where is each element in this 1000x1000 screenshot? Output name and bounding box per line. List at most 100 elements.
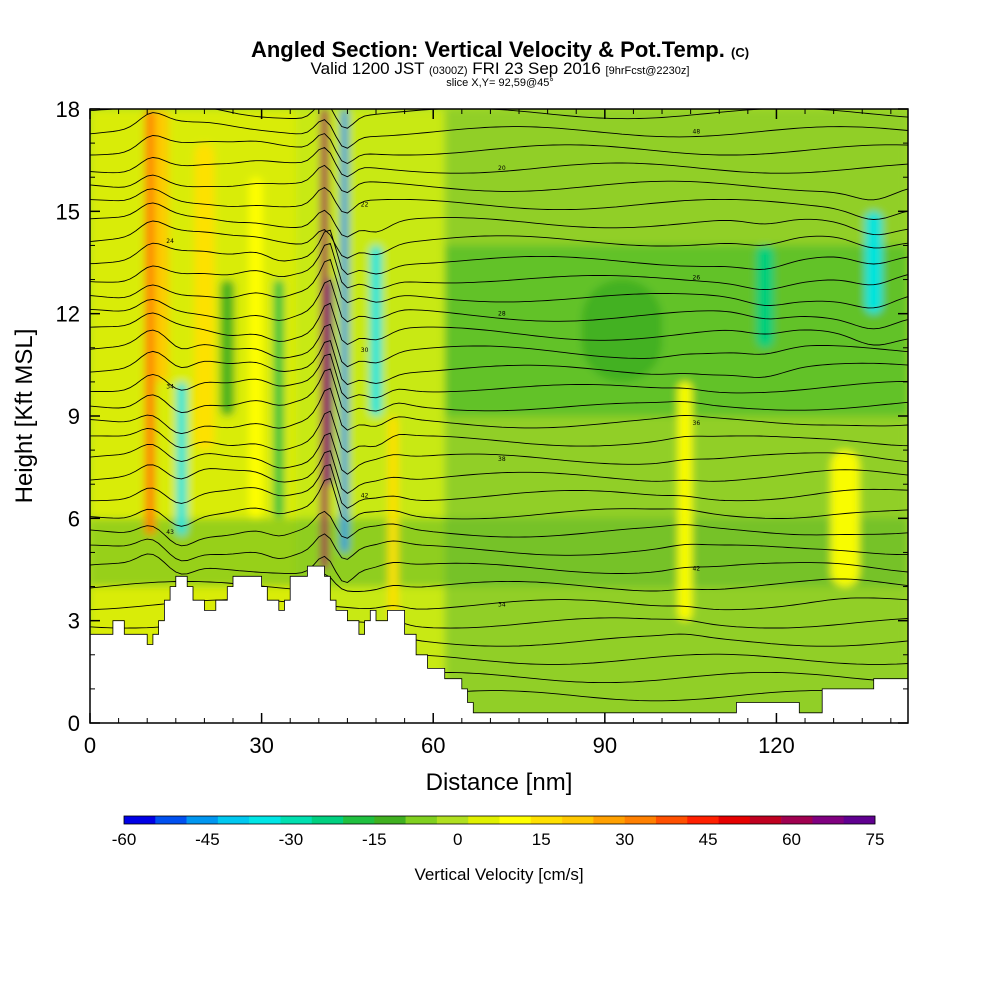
colorbar-swatch-13	[530, 816, 563, 824]
colorbar-swatch-7	[343, 816, 375, 824]
terrain	[90, 565, 908, 723]
colorbar-frame	[123, 815, 876, 825]
colorbar-tick-label-7: 45	[699, 830, 718, 849]
contour-label-17: 34	[166, 383, 174, 390]
title-main: Angled Section: Vertical Velocity & Pot.…	[250, 37, 725, 62]
theta-contour-7	[90, 553, 908, 583]
colorbar-swatch-19	[718, 816, 751, 824]
valid-date: FRI 23 Sep 2016	[472, 59, 601, 78]
y-tick-label-2: 6	[68, 506, 80, 531]
x-tick-label-2: 60	[421, 733, 445, 758]
theta-contour-9	[90, 510, 908, 547]
title-suffix: (C)	[731, 45, 750, 60]
theta-contour-8	[90, 533, 908, 562]
x-tick-label-0: 0	[84, 733, 96, 758]
updraft-cell-4	[320, 109, 329, 570]
updraft-cell-5	[327, 279, 333, 485]
colorbar-swatch-15	[593, 816, 625, 824]
colorbar: -60 -45 -30 -15 0 15 30 45 60 75	[112, 815, 885, 849]
colorbar-swatch-8	[374, 816, 406, 824]
theta-contour-26	[90, 202, 908, 238]
theta-contour-30	[90, 133, 908, 165]
valid-utc: (0300Z)	[429, 65, 468, 77]
y-tick-label-0: 0	[68, 711, 80, 736]
theta-contour-17	[90, 353, 908, 400]
colorbar-swatch-6	[311, 816, 344, 824]
colorbar-tick-label-4: 0	[453, 830, 462, 849]
updraft-cell-3	[248, 177, 264, 519]
downdraft-cell-7	[865, 211, 883, 314]
x-tick-label-3: 90	[593, 733, 617, 758]
downdraft-cell-4	[370, 245, 382, 416]
forecast-label: [9hrFcst@2230z]	[605, 65, 690, 77]
colorbar-swatch-14	[562, 816, 594, 824]
valid-prefix: Valid 1200 JST	[310, 59, 425, 78]
colorbar-tick-label-8: 60	[782, 830, 801, 849]
plot-area: 4840344243423836343028262422204840	[90, 109, 908, 723]
contour-label-23: 26	[693, 274, 701, 281]
x-tick-label-1: 30	[249, 733, 273, 758]
contour-label-31: 48	[693, 129, 701, 136]
colorbar-swatch-0	[124, 816, 156, 824]
contour-label-9: 43	[166, 529, 174, 536]
downdraft-cell-6	[756, 245, 774, 348]
theta-contour-6	[90, 573, 908, 592]
colorbar-tick-label-9: 75	[866, 830, 885, 849]
contour-label-13: 38	[498, 456, 506, 463]
colorbar-swatch-16	[624, 816, 657, 824]
y-tick-label-5: 15	[56, 199, 80, 224]
theta-contour-18	[90, 340, 908, 386]
theta-contour-29	[90, 146, 908, 178]
colorbar-tick-label-1: -45	[195, 830, 220, 849]
colorbar-tick-label-6: 30	[615, 830, 634, 849]
theta-contour-28	[90, 164, 908, 201]
theta-contour-27	[90, 186, 908, 220]
colorbar-swatch-10	[436, 816, 469, 824]
updraft-cell-0	[144, 109, 156, 536]
y-tick-label-6: 18	[56, 97, 80, 122]
colorbar-swatch-22	[812, 816, 845, 824]
theta-contour-21	[90, 279, 908, 330]
contour-label-27: 22	[361, 202, 369, 209]
updraft-cell-6	[388, 416, 399, 621]
theta-contour-5	[90, 597, 908, 611]
colorbar-swatch-20	[749, 816, 782, 824]
colorbar-title: Vertical Velocity [cm/s]	[414, 865, 583, 884]
colorbar-swatch-2	[186, 816, 219, 824]
contour-label-5: 34	[498, 602, 506, 609]
theta-contour-12	[90, 450, 908, 494]
colorbar-tick-label-2: -30	[279, 830, 304, 849]
colorbar-tick-label-5: 15	[532, 830, 551, 849]
colorbar-swatch-5	[280, 816, 313, 824]
colorbar-swatch-4	[249, 816, 281, 824]
contour-label-11: 42	[361, 493, 369, 500]
contour-label-29: 20	[498, 165, 506, 172]
updraft-cell-8	[830, 450, 860, 587]
theta-contour-31	[90, 112, 908, 149]
theta-contour-22	[90, 258, 908, 309]
theta-contour-20	[90, 302, 908, 346]
theta-contour-13	[90, 432, 908, 475]
contour-label-19: 30	[361, 347, 369, 354]
theta-contour-19	[90, 323, 908, 368]
slice-label: slice X,Y= 92,59@45°	[446, 77, 554, 89]
updraft-cell-1	[154, 109, 169, 382]
updraft-cell-7	[677, 381, 693, 621]
theta-contour-24	[90, 229, 908, 276]
colorbar-swatch-23	[843, 816, 876, 824]
colorbar-tick-label-3: -15	[362, 830, 387, 849]
theta-contour-11	[90, 463, 908, 509]
colorbar-swatch-11	[468, 816, 500, 824]
theta-contour-15	[90, 387, 908, 435]
downdraft-cell-2	[273, 279, 284, 519]
colorbar-tick-label-0: -60	[112, 830, 137, 849]
y-tick-label-4: 12	[56, 302, 80, 327]
x-axis-title: Distance [nm]	[426, 769, 573, 796]
field-band-mid	[444, 245, 908, 416]
theta-contour-25	[90, 220, 908, 259]
theta-contours: 4840344243423836343028262422204840	[90, 109, 908, 702]
colorbar-swatch-12	[499, 816, 532, 824]
y-tick-label-3: 9	[68, 404, 80, 429]
downdraft-cell-1	[220, 279, 235, 416]
